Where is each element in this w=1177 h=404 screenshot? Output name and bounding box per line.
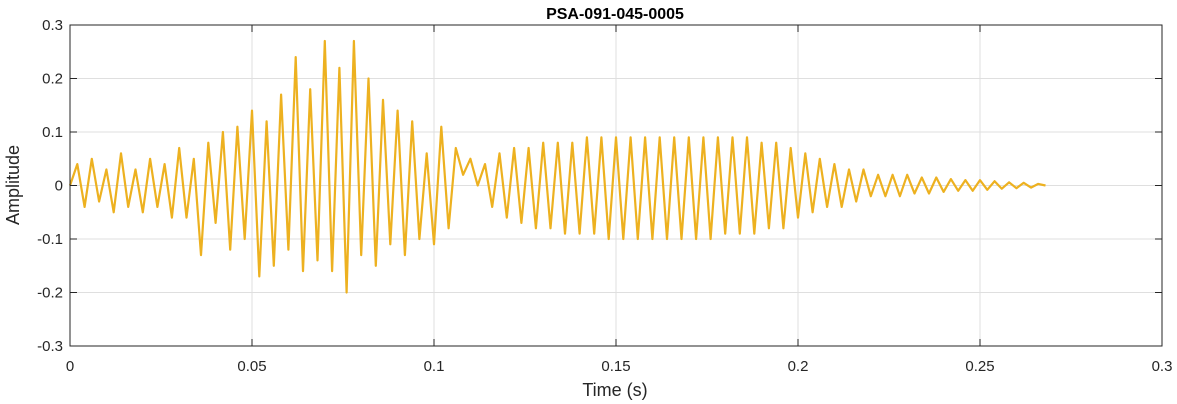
x-tick-label: 0.15 [601,358,630,375]
y-tick-label: -0.2 [37,285,63,302]
x-tick-label: 0 [66,358,74,375]
x-tick-labels: 0 0.05 0.1 0.15 0.2 0.25 0.3 [66,358,1173,375]
x-axis-label: Time (s) [582,380,647,400]
series-line [68,39,1046,294]
x-tick-label: 0.05 [237,358,266,375]
y-tick-label: 0 [55,178,63,195]
chart-title: PSA-091-045-0005 [546,6,684,23]
y-tick-label: 0.3 [42,17,63,34]
axis-ticks [69,24,1163,347]
x-tick-label: 0.1 [424,358,445,375]
y-tick-label: 0.2 [42,71,63,88]
y-axis-label: Amplitude [3,145,23,225]
x-tick-label: 0.2 [788,358,809,375]
x-tick-label: 0.3 [1152,358,1173,375]
y-tick-label: -0.3 [37,338,63,355]
y-tick-label: 0.1 [42,124,63,141]
x-tick-label: 0.25 [965,358,994,375]
y-tick-labels: -0.3 -0.2 -0.1 0 0.1 0.2 0.3 [37,17,63,355]
y-tick-label: -0.1 [37,231,63,248]
